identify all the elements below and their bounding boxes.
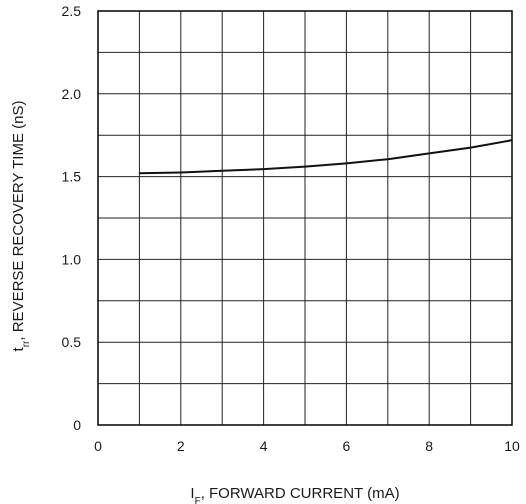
- x-tick-label: 0: [94, 438, 102, 454]
- plot-frame: [97, 10, 513, 426]
- x-tick-label: 6: [343, 438, 351, 454]
- y-tick-label: 0.5: [62, 334, 82, 350]
- series-layer: [139, 139, 513, 175]
- y-tick-label: 1.0: [62, 251, 82, 267]
- y-tick-label: 2.5: [62, 3, 82, 19]
- grid: [97, 10, 513, 426]
- y-tick-label: 2.0: [62, 86, 82, 102]
- y-tick-label: 0: [73, 417, 81, 433]
- x-tick-label: 8: [425, 438, 433, 454]
- recovery-time-curve: [139, 139, 513, 175]
- x-tick-labels: 0 2 4 6 8 10: [94, 438, 520, 454]
- x-axis-label: IF, FORWARD CURRENT (mA): [190, 485, 399, 504]
- x-tick-label: 2: [177, 438, 185, 454]
- y-tick-labels: 0 0.5 1.0 1.5 2.0 2.5: [62, 3, 82, 433]
- x-tick-label: 10: [504, 438, 520, 454]
- y-axis-label: trr, REVERSE RECOVERY TIME (nS): [10, 101, 32, 352]
- x-tick-label: 4: [260, 438, 268, 454]
- y-tick-label: 1.5: [62, 169, 82, 185]
